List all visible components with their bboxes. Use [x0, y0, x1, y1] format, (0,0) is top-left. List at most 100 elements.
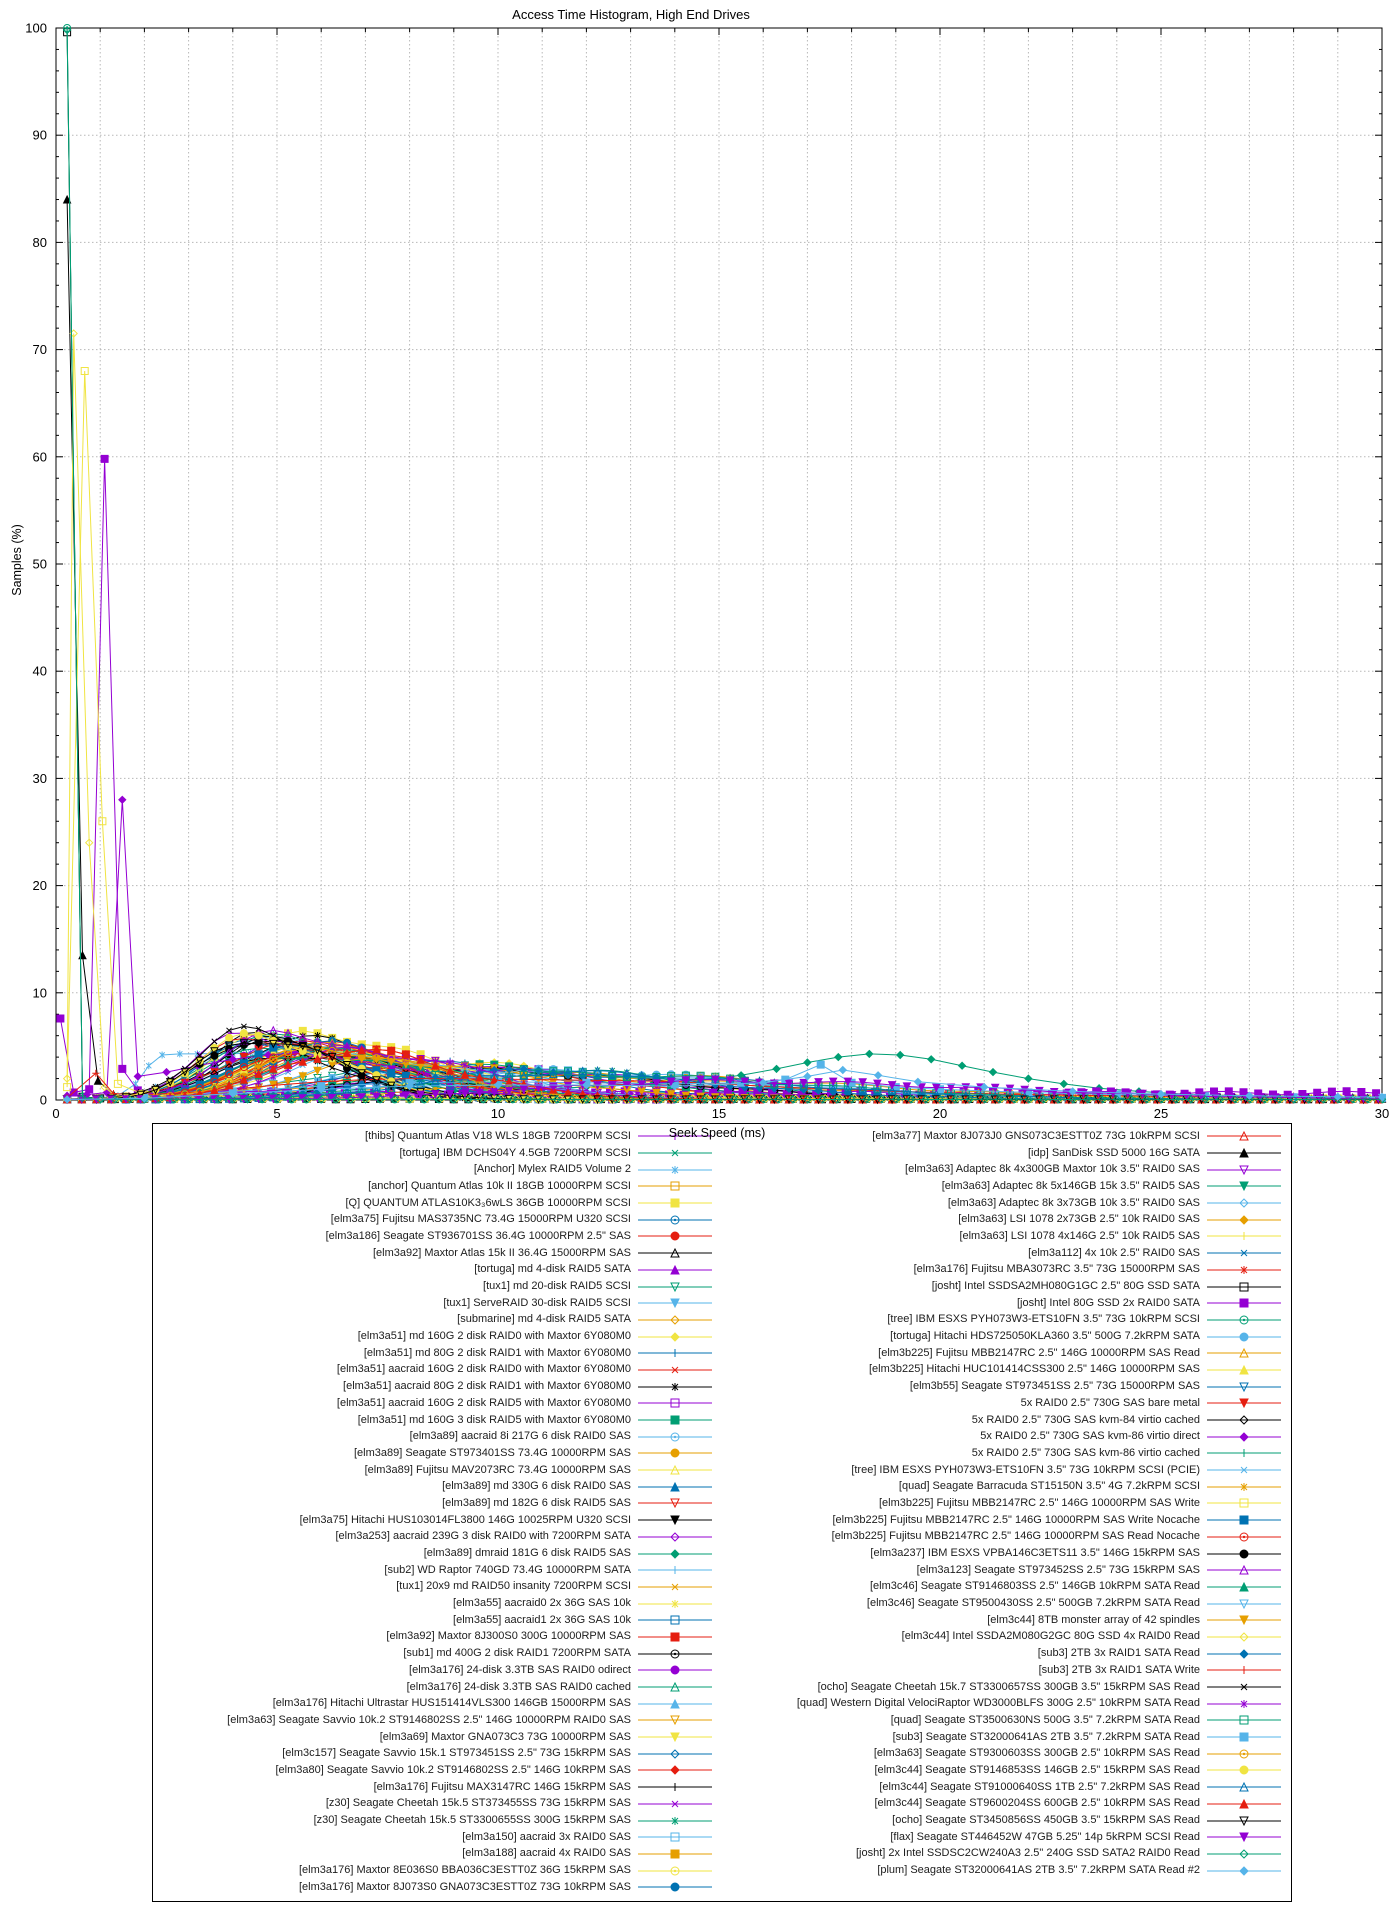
- legend-label: 5x RAID0 2.5" 730G SAS kvm-86 virtio dir…: [980, 1430, 1200, 1443]
- legend-marker-sample: [1207, 1415, 1281, 1425]
- legend-label: [elm3a176] Fujitsu MBA3073RC 3.5" 73G 15…: [913, 1263, 1200, 1276]
- legend-item: [elm3b55] Seagate ST973451SS 2.5" 73G 15…: [722, 1378, 1291, 1395]
- svg-text:0: 0: [40, 1093, 47, 1108]
- legend-label: [elm3a92] Maxtor 8J300S0 300G 10000RPM S…: [386, 1630, 631, 1643]
- legend-marker-sample: [1207, 1615, 1281, 1626]
- svg-text:40: 40: [33, 664, 47, 679]
- legend-item: [Anchor] Mylex RAID5 Volume 2: [153, 1161, 722, 1178]
- legend-item: [elm3c44] Seagate ST9600204SS 600GB 2.5"…: [722, 1796, 1291, 1813]
- legend-label: [plum] Seagate ST32000641AS 2TB 3.5" 7.2…: [877, 1864, 1200, 1877]
- legend-marker-sample: [1207, 1715, 1281, 1725]
- legend-marker-sample: [638, 1749, 712, 1759]
- legend-label: [elm3a63] Adaptec 8k 5x146GB 15k 3.5" RA…: [941, 1179, 1200, 1192]
- legend-item: [elm3a92] Maxtor 8J300S0 300G 10000RPM S…: [153, 1629, 722, 1646]
- legend-item: [tortuga] IBM DCHS04Y 4.5GB 7200RPM SCSI: [153, 1145, 722, 1162]
- legend-marker-sample: [638, 1132, 712, 1141]
- legend-label: [elm3b225] Fujitsu MBB2147RC 2.5" 146G 1…: [878, 1496, 1200, 1509]
- legend-marker-sample: [1207, 1249, 1281, 1257]
- legend-marker-sample: [1207, 1482, 1281, 1491]
- legend-label: 5x RAID0 2.5" 730G SAS kvm-84 virtio cac…: [971, 1413, 1200, 1426]
- legend-marker-sample: [638, 1315, 712, 1325]
- legend-label: [elm3a176] Fujitsu MAX3147RC 146G 15kRPM…: [373, 1780, 631, 1793]
- legend-item: [elm3a188] aacraid 4x RAID0 SAS: [153, 1846, 722, 1863]
- legend-item: [elm3a123] Seagate ST973452SS 2.5" 73G 1…: [722, 1562, 1291, 1579]
- svg-text:0: 0: [52, 1106, 59, 1121]
- legend-marker-sample: [1207, 1549, 1281, 1559]
- legend-marker-sample: [638, 1732, 712, 1743]
- legend-item: [elm3a186] Seagate ST936701SS 36.4G 1000…: [153, 1228, 722, 1245]
- legend-marker-sample: [638, 1882, 712, 1892]
- svg-text:60: 60: [33, 449, 47, 464]
- legend-label: [tortuga] Hitachi HDS725050KLA360 3.5" 5…: [890, 1330, 1200, 1343]
- legend-marker-sample: [638, 1715, 712, 1726]
- legend-label: [idp] SanDisk SSD 5000 16G SATA: [1027, 1146, 1200, 1159]
- legend-marker-sample: [1207, 1198, 1281, 1208]
- legend-item: [elm3a63] Adaptec 8k 5x146GB 15k 3.5" RA…: [722, 1178, 1291, 1195]
- legend-marker-sample: [638, 1783, 712, 1792]
- legend-label: [elm3a89] aacraid 8i 217G 6 disk RAID0 S…: [409, 1430, 631, 1443]
- legend-item: [elm3a51] aacraid 80G 2 disk RAID1 with …: [153, 1378, 722, 1395]
- legend-marker-sample: [1207, 1348, 1281, 1358]
- legend-item: [elm3c157] Seagate Savvio 15k.1 ST973451…: [153, 1745, 722, 1762]
- legend-label: [elm3a176] Maxtor 8J073S0 GNA073C3ESTT0Z…: [299, 1880, 631, 1893]
- data-series: [56, 24, 1387, 1105]
- legend-label: 5x RAID0 2.5" 730G SAS bare metal: [1020, 1396, 1200, 1409]
- legend-marker-sample: [1207, 1449, 1281, 1458]
- legend-label: [elm3a63] Seagate ST9300603SS 300GB 2.5"…: [873, 1747, 1200, 1760]
- legend-item: [elm3b225] Fujitsu MBB2147RC 2.5" 146G 1…: [722, 1512, 1291, 1529]
- legend-marker-sample: [638, 1215, 712, 1225]
- legend-label: [sub3] 2TB 3x RAID1 SATA Read: [1037, 1647, 1200, 1660]
- legend-label: [elm3a55] aacraid0 2x 36G SAS 10k: [453, 1597, 631, 1610]
- series-markers: [63, 28, 1386, 1104]
- legend-marker-sample: [638, 1366, 712, 1374]
- svg-text:100: 100: [25, 21, 47, 36]
- legend-item: [tux1] ServeRAID 30-disk RAID5 SCSI: [153, 1295, 722, 1312]
- legend-item: 5x RAID0 2.5" 730G SAS kvm-84 virtio cac…: [722, 1412, 1291, 1429]
- legend-label: [elm3a176] Hitachi Ultrastar HUS151414VL…: [272, 1697, 631, 1710]
- legend-label: [elm3a63] Seagate Savvio 10k.2 ST9146802…: [227, 1713, 631, 1726]
- legend-label: [elm3a69] Maxtor GNA073C3 73G 10000RPM S…: [379, 1730, 631, 1743]
- legend-label: [elm3a150] aacraid 3x RAID0 SAS: [462, 1830, 631, 1843]
- svg-text:90: 90: [33, 128, 47, 143]
- legend-marker-sample: [1207, 1432, 1281, 1442]
- legend-label: [elm3a75] Fujitsu MAS3735NC 73.4G 15000R…: [330, 1213, 631, 1226]
- legend-label: [elm3a51] md 160G 2 disk RAID0 with Maxt…: [357, 1330, 631, 1343]
- legend-item: [plum] Seagate ST32000641AS 2TB 3.5" 7.2…: [722, 1862, 1291, 1879]
- legend-label: [elm3a63] Adaptec 8k 3x73GB 10k 3.5" RAI…: [947, 1196, 1200, 1209]
- legend-item: [sub1] md 400G 2 disk RAID1 7200RPM SATA: [153, 1645, 722, 1662]
- legend-item: [elm3a253] aacraid 239G 3 disk RAID0 wit…: [153, 1529, 722, 1546]
- legend-label: [elm3c44] Seagate ST9600204SS 600GB 2.5"…: [874, 1797, 1200, 1810]
- legend-marker-sample: [1207, 1599, 1281, 1609]
- legend-item: [tux1] 20x9 md RAID50 insanity 7200RPM S…: [153, 1579, 722, 1596]
- legend-label: [elm3a89] md 182G 6 disk RAID5 SAS: [442, 1496, 631, 1509]
- legend-label: [elm3c44] Seagate ST9146853SS 146GB 2.5"…: [874, 1763, 1200, 1776]
- legend-marker-sample: [638, 1566, 712, 1575]
- chart-title: Access Time Histogram, High End Drives: [512, 7, 750, 22]
- legend-label: [tux1] 20x9 md RAID50 insanity 7200RPM S…: [396, 1580, 631, 1593]
- legend-item: [elm3a51] aacraid 160G 2 disk RAID5 with…: [153, 1395, 722, 1412]
- series-line: [66, 30, 1383, 1101]
- legend-item: 5x RAID0 2.5" 730G SAS bare metal: [722, 1395, 1291, 1412]
- legend-marker-sample: [638, 1464, 712, 1475]
- legend-marker-sample: [638, 1548, 712, 1559]
- legend-marker-sample: [638, 1231, 712, 1241]
- svg-text:30: 30: [33, 771, 47, 786]
- legend-marker-sample: [638, 1849, 712, 1859]
- legend-label: [ocho] Seagate ST3450856SS 450GB 3.5" 15…: [892, 1814, 1200, 1827]
- legend-item: [elm3a55] aacraid1 2x 36G SAS 10k: [153, 1612, 722, 1629]
- plot-area: 0 5 10 15 20 25 30 0 10 20 30 40 50 60 70 80 90 100: [25, 21, 1389, 1122]
- legend-item: [elm3a89] dmraid 181G 6 disk RAID5 SAS: [153, 1545, 722, 1562]
- legend-marker-sample: [638, 1264, 712, 1275]
- grid-lines: [56, 28, 1382, 1100]
- legend-item: [sub3] 2TB 3x RAID1 SATA Write: [722, 1662, 1291, 1679]
- legend-marker-sample: [638, 1415, 712, 1425]
- legend-label: [elm3a176] 24-disk 3.3TB SAS RAID0 cache…: [406, 1680, 631, 1693]
- legend-item: [quad] Seagate Barracuda ST15150N 3.5" 4…: [722, 1478, 1291, 1495]
- legend-label: [elm3a176] Maxtor 8E036S0 BBA036C3ESTT0Z…: [299, 1864, 631, 1877]
- legend-marker-sample: [1207, 1648, 1281, 1659]
- legend-marker-sample: [638, 1481, 712, 1492]
- legend-item: [elm3c44] 8TB monster array of 42 spindl…: [722, 1612, 1291, 1629]
- legend-item: [elm3a75] Hitachi HUS103014FL3800 146G 1…: [153, 1512, 722, 1529]
- legend-item: [z30] Seagate Cheetah 15k.5 ST373455SS 7…: [153, 1796, 722, 1813]
- legend-marker-sample: [638, 1398, 712, 1408]
